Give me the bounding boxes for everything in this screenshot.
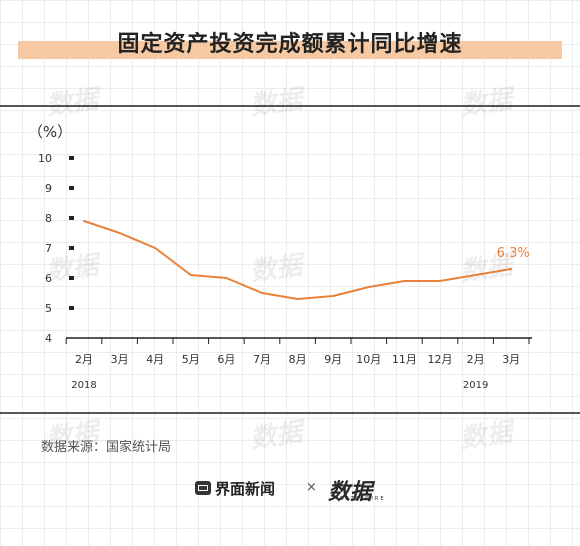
x-tick-label: 4月 (146, 353, 164, 366)
x-tick-label: 2月 (75, 353, 93, 366)
x-tick-label: 8月 (289, 353, 307, 366)
brand-data-wire: 数据 (328, 480, 373, 505)
data-point (367, 286, 370, 288)
x-tick-label: 9月 (324, 353, 342, 366)
data-point (118, 232, 121, 234)
x-tick-label: 12月 (428, 353, 453, 366)
x-tick-label: 3月 (502, 353, 520, 366)
y-tick-mark (69, 216, 74, 220)
bottom-rule (0, 412, 580, 414)
title-highlight-bar (18, 41, 562, 59)
x-tick-label: 5月 (182, 353, 200, 366)
y-tick-label: 8 (45, 212, 52, 225)
data-label: 6.3% (497, 246, 530, 261)
data-point (261, 292, 263, 294)
y-tick-mark (69, 306, 74, 310)
brand-data-wire-sub: DATA WIRE (340, 496, 386, 502)
year-label: 2019 (463, 380, 488, 391)
y-tick-label: 5 (45, 302, 52, 315)
watermark: 数据 (458, 417, 515, 455)
watermark: 数据 (248, 417, 305, 455)
top-rule (0, 105, 580, 107)
series-line (83, 220, 512, 300)
x-tick-label: 10月 (356, 353, 381, 366)
jiemian-logo-icon (195, 481, 211, 495)
data-point (296, 298, 299, 300)
line-chart: （%） 4 5 6 7 8 9 10 2月 3月 4月 5月 6月 7月 8月 9月 10月 11月 12月 2月 3月… (28, 123, 532, 391)
x-tick-label: 2月 (467, 353, 485, 366)
x-tick-label: 11月 (392, 353, 417, 366)
data-point (154, 247, 157, 249)
chart-title: 固定资产投资完成额累计同比增速 (117, 32, 463, 57)
data-point (83, 220, 85, 222)
data-point (510, 268, 513, 270)
data-point (403, 280, 406, 282)
y-axis-label: （%） (28, 123, 72, 141)
y-tick-label: 4 (45, 332, 52, 345)
times-sign: × (306, 480, 317, 495)
y-tick-mark (69, 246, 74, 250)
footer-brand-bar: 界面新闻 × 数据 DATA WIRE (0, 478, 580, 505)
x-tick-label: 6月 (217, 353, 235, 366)
y-tick-label: 6 (45, 272, 52, 285)
data-point (225, 277, 228, 279)
data-point (189, 274, 192, 276)
x-tick-label: 7月 (253, 353, 271, 366)
year-label: 2018 (71, 380, 96, 391)
data-point (474, 274, 477, 276)
y-tick-mark (69, 186, 74, 190)
y-tick-label: 7 (45, 242, 52, 255)
y-tick-label: 9 (45, 182, 52, 195)
source-note: 数据来源：国家统计局 (41, 440, 172, 455)
data-point (439, 280, 441, 282)
y-tick-label: 10 (38, 152, 52, 165)
y-tick-mark (69, 276, 74, 280)
brand-jiemian: 界面新闻 (215, 480, 276, 498)
data-point (332, 295, 335, 297)
y-tick-mark (69, 156, 74, 160)
x-tick-label: 3月 (111, 353, 129, 366)
